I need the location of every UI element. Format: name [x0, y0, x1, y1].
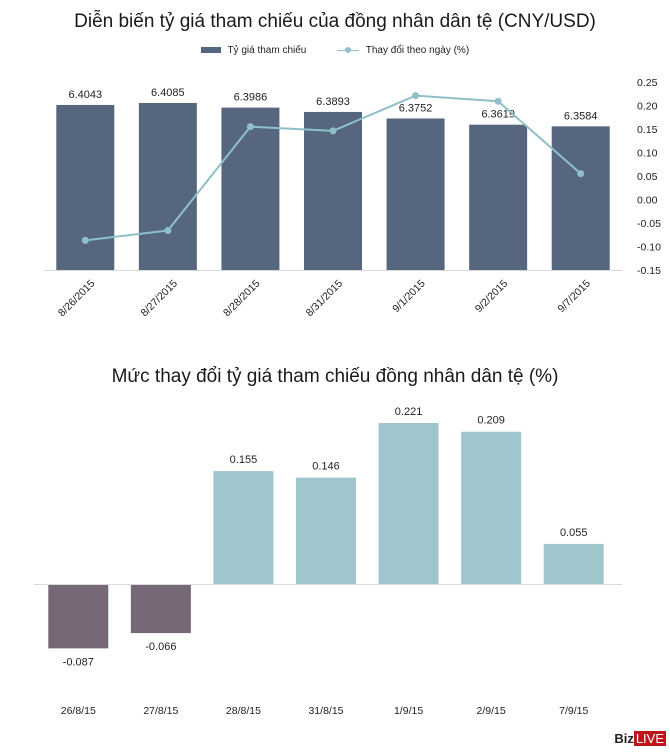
- change-bar: [378, 423, 439, 584]
- change-point: [246, 123, 254, 131]
- bizlive-logo: Biz LIVE: [614, 731, 666, 746]
- change-bar-label: 0.055: [560, 527, 588, 539]
- y2-tick-label: 0.10: [637, 148, 658, 160]
- rate-bar: [304, 111, 362, 270]
- y2-tick-label: 0.20: [637, 101, 658, 113]
- rate-bar-label: 6.3619: [481, 109, 515, 121]
- y2-tick-label: 0.25: [637, 77, 658, 89]
- legend-swatch-line: [337, 46, 360, 54]
- change-point: [577, 170, 585, 178]
- x-tick-label: 2/9/15: [477, 705, 506, 717]
- change-bar: [461, 431, 522, 584]
- rate-bar: [386, 118, 445, 270]
- x-tick-label: 1/9/15: [394, 705, 423, 717]
- rate-bar-label: 6.4085: [151, 87, 185, 99]
- rate-bar: [551, 126, 610, 270]
- rate-bar-label: 6.3752: [399, 103, 433, 115]
- change-bar: [48, 585, 109, 649]
- chart-title-change: Mức thay đổi tỷ giá tham chiếu đồng nhân…: [111, 366, 559, 387]
- x-tick-label: 28/8/15: [226, 705, 261, 717]
- logo-live: LIVE: [633, 731, 666, 746]
- change-bar: [296, 477, 356, 584]
- rate-bar-label: 6.4043: [68, 89, 102, 101]
- change-point: [81, 236, 89, 244]
- x-tick-label: 26/8/15: [61, 705, 96, 717]
- y2-tick-label: 0.05: [637, 171, 658, 183]
- y2-tick-label: -0.15: [637, 265, 661, 277]
- change-bar-label: -0.066: [145, 641, 176, 653]
- change-point: [494, 97, 502, 105]
- chart-legend: Tỷ giá tham chiếu Thay đổi theo ngày (%): [0, 45, 670, 56]
- rate-bar-label: 6.3986: [234, 92, 268, 104]
- change-bar-label: 0.146: [312, 461, 340, 473]
- legend-swatch-bar: [200, 47, 221, 54]
- change-point: [412, 92, 420, 100]
- rate-bar-label: 6.3584: [564, 110, 598, 122]
- x-tick-label: 27/8/15: [143, 705, 178, 717]
- change-bar-label: -0.087: [63, 656, 94, 668]
- x-tick-label: 31/8/15: [308, 705, 343, 717]
- change-bar: [543, 543, 604, 584]
- rate-bar: [221, 107, 280, 270]
- y2-tick-label: 0.15: [637, 124, 658, 136]
- y2-tick-label: 0.00: [637, 195, 658, 207]
- change-point: [329, 127, 337, 135]
- legend-label-rate: Tỷ giá tham chiếu: [227, 45, 307, 56]
- x-tick-label: 7/9/15: [559, 705, 588, 717]
- legend-item-change: Thay đổi theo ngày (%): [337, 45, 469, 56]
- rate-bar: [469, 124, 528, 270]
- change-bar: [130, 585, 191, 634]
- legend-item-rate: Tỷ giá tham chiếu: [200, 45, 307, 56]
- rate-bar-label: 6.3893: [316, 96, 350, 108]
- change-bar-label: 0.209: [477, 415, 505, 427]
- legend-label-change: Thay đổi theo ngày (%): [365, 45, 470, 56]
- change-bar-label: 0.155: [230, 454, 258, 466]
- logo-biz: Biz: [614, 731, 634, 746]
- change-bar-label: 0.221: [395, 406, 423, 418]
- y2-tick-label: -0.05: [637, 218, 661, 230]
- rate-bar: [138, 103, 197, 270]
- change-point: [164, 227, 172, 235]
- y2-tick-label: -0.10: [637, 242, 661, 254]
- combo-chart: 6.40438/26/20156.40858/27/20156.39868/28…: [44, 77, 661, 319]
- change-bar: [213, 471, 274, 584]
- chart-title-rate-trend: Diễn biến tỷ giá tham chiếu của đồng nhâ…: [74, 11, 596, 32]
